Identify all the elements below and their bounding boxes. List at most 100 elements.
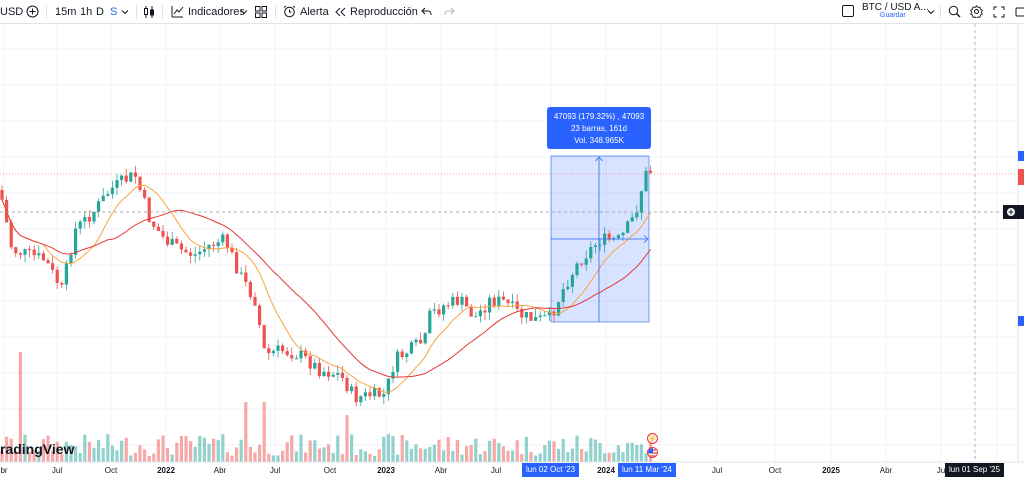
- time-axis-label: Oct: [323, 466, 337, 475]
- candle-body: [497, 296, 501, 306]
- time-axis-label: Jul: [51, 466, 63, 475]
- volume-bar: [414, 444, 418, 462]
- indicators-button[interactable]: Indicadores: [171, 0, 245, 23]
- candle-body: [235, 252, 239, 274]
- volume-bar: [432, 444, 436, 462]
- grid-icon: [255, 5, 267, 18]
- symbol-name[interactable]: USD: [0, 0, 23, 23]
- indicators-dropdown[interactable]: [240, 0, 248, 23]
- redo-button[interactable]: [444, 0, 455, 23]
- settings-button[interactable]: [970, 0, 983, 23]
- alert-button[interactable]: Alerta: [283, 0, 329, 23]
- volume-bar: [258, 444, 262, 462]
- volume-bar: [271, 455, 275, 462]
- candle-body: [639, 191, 643, 213]
- timeframe-label: S: [110, 5, 118, 18]
- timeframe-d[interactable]: D: [96, 0, 104, 23]
- volume-bar: [469, 445, 473, 462]
- volume-bar: [97, 439, 101, 462]
- snapshot-button[interactable]: [1015, 0, 1024, 23]
- volume-bar: [138, 445, 142, 462]
- volume-bar: [561, 439, 565, 462]
- volume-bar: [451, 451, 455, 462]
- volume-bar: [230, 455, 234, 462]
- candle-body: [143, 189, 147, 198]
- volume-bar: [64, 441, 68, 462]
- volume-bar: [0, 450, 4, 462]
- candle-body: [281, 345, 285, 352]
- layouts-button[interactable]: [255, 0, 267, 23]
- crosshair-plus-icon[interactable]: [1006, 207, 1016, 217]
- volume-bar: [547, 440, 551, 462]
- volume-bar: [483, 450, 487, 462]
- candle-body: [124, 175, 128, 182]
- candle-body: [607, 233, 611, 240]
- candle-body: [469, 306, 473, 317]
- volume-bar: [534, 455, 538, 462]
- volume-bar: [225, 452, 229, 462]
- quick-search-button[interactable]: [948, 0, 961, 23]
- volume-bar: [455, 439, 459, 462]
- volume-bar: [515, 440, 519, 462]
- chevron-down-icon: [240, 9, 248, 14]
- us-flag-icon[interactable]: [647, 447, 658, 458]
- volume-bar: [639, 444, 643, 462]
- undo-button[interactable]: [421, 0, 432, 23]
- candle-body: [589, 247, 593, 259]
- candle-body: [529, 312, 533, 321]
- crosshair-time-badge: lun 01 Sep '25: [945, 463, 1004, 477]
- time-axis-label: Oct: [104, 466, 118, 475]
- candle-body: [561, 289, 565, 302]
- volume-bar: [262, 402, 266, 462]
- indicators-label: Indicadores: [188, 5, 245, 18]
- volume-bar: [124, 437, 128, 462]
- lightning-icon[interactable]: ⚡: [647, 433, 658, 444]
- candle-body: [451, 296, 455, 306]
- save-label[interactable]: Guardar: [880, 12, 906, 19]
- chart-type-button[interactable]: [143, 0, 155, 23]
- candle-body: [354, 386, 358, 403]
- fullscreen-button[interactable]: [993, 0, 1005, 23]
- volume-bar: [603, 453, 607, 462]
- price-chart[interactable]: [0, 24, 1024, 482]
- timeframe-s[interactable]: S: [110, 0, 117, 23]
- volume-bar: [557, 448, 561, 462]
- candle-body: [152, 221, 156, 227]
- candle-body: [253, 296, 257, 306]
- candle-body: [230, 247, 234, 253]
- pair-label[interactable]: BTC / USD A...: [862, 2, 929, 13]
- volume-bar: [51, 450, 55, 462]
- candle-body: [363, 392, 367, 397]
- volume-bar: [446, 436, 450, 462]
- chart-grid: [0, 24, 1018, 462]
- candle-body: [506, 299, 510, 303]
- volume-bar: [584, 451, 588, 462]
- candle-body: [175, 238, 179, 244]
- candle-body: [166, 236, 170, 245]
- volume-bar: [152, 453, 156, 462]
- replay-button[interactable]: Reproducción: [335, 0, 418, 23]
- candle-body: [170, 238, 174, 245]
- time-axis-label: br: [0, 466, 8, 475]
- time-axis-label: Jul: [490, 466, 502, 475]
- compare-checkbox[interactable]: [842, 5, 854, 17]
- add-symbol-button[interactable]: [26, 0, 39, 23]
- volume-bar: [87, 441, 91, 462]
- volume-bar: [290, 435, 294, 462]
- volume-bar: [317, 448, 321, 462]
- candle-body: [239, 272, 243, 274]
- timeframe-15m[interactable]: 15m: [55, 0, 76, 23]
- chevron-down-icon: [121, 9, 129, 14]
- candle-body: [386, 378, 390, 395]
- volume-bar: [350, 434, 354, 462]
- timeframe-1h[interactable]: 1h: [80, 0, 92, 23]
- pair-dropdown[interactable]: [927, 0, 935, 23]
- volume-bar: [184, 436, 188, 462]
- candle-body: [359, 396, 363, 403]
- volume-bar: [612, 452, 616, 462]
- candlesticks: [0, 165, 653, 407]
- volume-bar: [221, 434, 225, 462]
- volume-bar: [18, 352, 22, 462]
- timeframe-dropdown[interactable]: [121, 0, 129, 23]
